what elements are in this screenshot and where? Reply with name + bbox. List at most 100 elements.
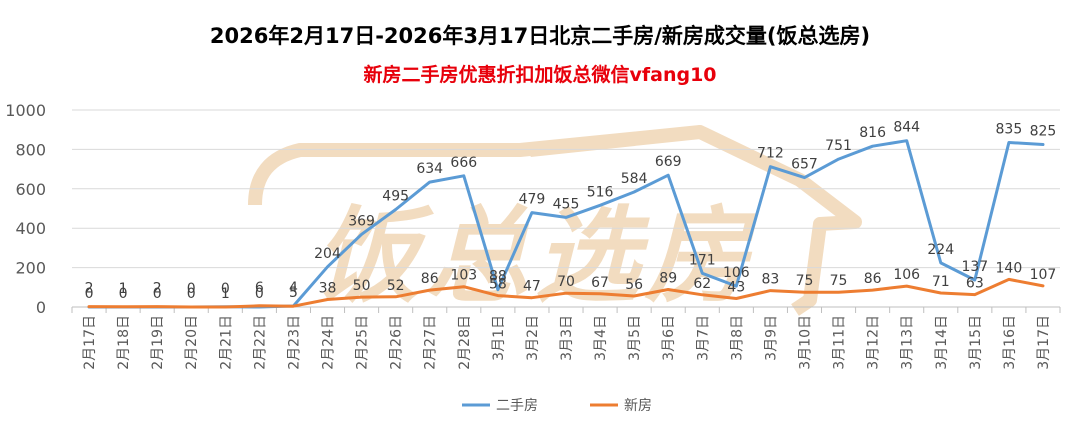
data-label: 369 (348, 213, 375, 229)
watermark-house-outline (248, 125, 862, 316)
x-tick-label: 2月19日 (150, 315, 166, 370)
x-tick-label: 2月21日 (218, 315, 234, 370)
x-tick-label: 3月2日 (525, 315, 541, 361)
x-tick-label: 2月20日 (184, 315, 200, 370)
data-label: 50 (353, 278, 371, 294)
y-tick-label: 800 (15, 140, 46, 159)
x-tick-label: 2月24日 (321, 315, 337, 370)
data-label: 62 (693, 276, 711, 292)
legend-label: 新房 (624, 398, 652, 414)
x-tick-label: 2月22日 (252, 315, 268, 370)
x-tick-label: 2月26日 (389, 315, 405, 370)
data-label: 43 (727, 280, 745, 296)
y-tick-label: 600 (15, 180, 46, 199)
x-tick-label: 3月6日 (661, 315, 677, 361)
data-label: 479 (519, 192, 546, 208)
data-label: 47 (523, 279, 541, 295)
data-label: 584 (621, 171, 648, 187)
data-label: 83 (761, 272, 779, 288)
data-label: 455 (553, 196, 580, 212)
y-tick-label: 400 (15, 219, 46, 238)
data-label: 63 (966, 276, 984, 292)
x-tick-label: 2月25日 (355, 315, 371, 370)
x-tick-label: 3月15日 (968, 315, 984, 370)
data-label: 657 (791, 157, 818, 173)
data-label: 106 (893, 267, 920, 283)
data-label: 89 (659, 270, 677, 286)
data-label: 52 (387, 278, 405, 294)
data-label: 816 (859, 125, 886, 141)
data-label: 56 (625, 277, 643, 293)
data-label: 835 (996, 122, 1023, 138)
x-tick-label: 3月4日 (593, 315, 609, 361)
data-label: 0 (255, 286, 264, 302)
y-tick-label: 200 (15, 259, 46, 278)
data-label: 5 (289, 285, 298, 301)
data-label: 71 (932, 274, 950, 290)
y-tick-label: 0 (36, 298, 46, 317)
data-label: 0 (187, 286, 196, 302)
data-label: 666 (450, 155, 477, 171)
data-label: 103 (450, 268, 477, 284)
x-tick-label: 2月28日 (457, 315, 473, 370)
data-label: 495 (382, 188, 409, 204)
data-label: 669 (655, 154, 682, 170)
series-line-1 (87, 277, 1045, 309)
x-tick-label: 3月14日 (934, 315, 950, 370)
data-label: 751 (825, 138, 852, 154)
data-label: 516 (587, 184, 614, 200)
data-label: 2 (85, 281, 94, 297)
data-label: 4 (289, 280, 298, 296)
x-tick-label: 3月9日 (763, 315, 779, 361)
data-label: 0 (221, 281, 230, 297)
x-tick-label: 2月23日 (286, 315, 302, 370)
data-label: 140 (996, 260, 1023, 276)
data-label: 75 (796, 273, 814, 289)
x-tick-label: 3月7日 (695, 315, 711, 361)
y-tick-label: 1000 (5, 101, 46, 120)
x-tick-label: 3月5日 (627, 315, 643, 361)
data-label: 825 (1030, 123, 1057, 139)
data-label: 2 (153, 281, 162, 297)
chart-subtitle: 新房二手房优惠折扣加饭总微信vfang10 (363, 64, 717, 86)
data-label: 0 (153, 286, 162, 302)
x-tick-label: 2月18日 (116, 315, 132, 370)
data-label: 75 (830, 273, 848, 289)
data-label: 844 (893, 120, 920, 136)
data-label: 58 (489, 277, 507, 293)
x-tick-label: 2月27日 (423, 315, 439, 370)
data-label: 107 (1030, 267, 1057, 283)
x-tick-label: 3月13日 (900, 315, 916, 370)
x-tick-label: 3月3日 (559, 315, 575, 361)
x-tick-label: 3月17日 (1036, 315, 1052, 370)
data-label: 712 (757, 146, 784, 162)
data-label: 106 (723, 265, 750, 281)
data-label: 634 (416, 161, 443, 177)
data-label: 0 (119, 286, 128, 302)
data-label: 204 (314, 246, 341, 262)
data-label: 86 (421, 271, 439, 287)
data-label: 0 (85, 286, 94, 302)
data-label: 1 (221, 286, 230, 302)
data-label: 6 (255, 280, 264, 296)
x-tick-label: 3月11日 (832, 315, 848, 370)
data-label: 67 (591, 275, 609, 291)
legend-label: 二手房 (496, 398, 538, 414)
data-label: 137 (961, 259, 988, 275)
data-label: 0 (187, 281, 196, 297)
x-tick-label: 3月8日 (729, 315, 745, 361)
x-tick-label: 2月17日 (82, 315, 98, 370)
x-tick-label: 3月10日 (797, 315, 813, 370)
data-label: 86 (864, 271, 882, 287)
chart-title: 2026年2月17日-2026年3月17日北京二手房/新房成交量(饭总选房) (209, 24, 871, 48)
data-label: 88 (489, 269, 507, 285)
data-label: 224 (927, 242, 954, 258)
data-label: 171 (689, 252, 716, 268)
data-label: 38 (319, 281, 337, 297)
data-label: 1 (119, 281, 128, 297)
x-tick-label: 3月16日 (1002, 315, 1018, 370)
x-tick-label: 3月1日 (491, 315, 507, 361)
x-tick-label: 3月12日 (866, 315, 882, 370)
